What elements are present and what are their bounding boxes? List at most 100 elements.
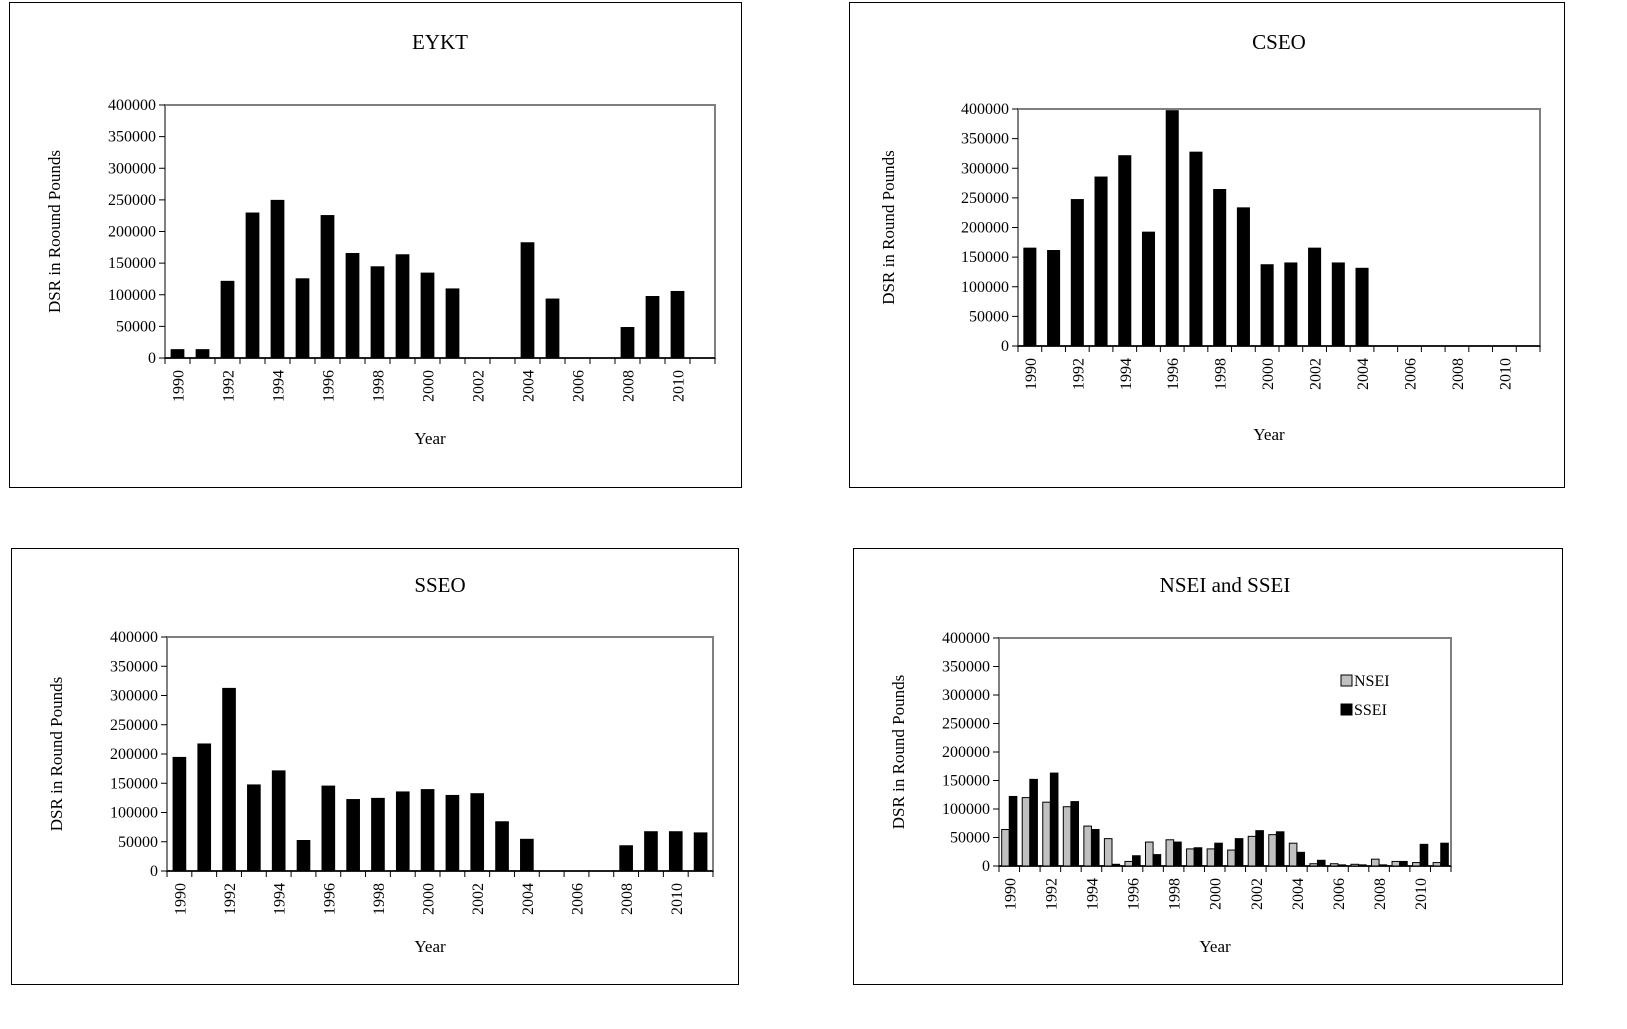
x-tick-label: 1996 bbox=[1165, 358, 1182, 390]
y-tick-label: 0 bbox=[150, 863, 158, 880]
chart-title: NSEI and SSEI bbox=[1160, 573, 1291, 597]
bar-ssei-2003 bbox=[1275, 831, 1285, 867]
x-tick-label: 2000 bbox=[421, 883, 438, 915]
chart-title: SSEO bbox=[414, 573, 465, 597]
bar-value-2003 bbox=[495, 821, 509, 871]
bar-ssei-1997 bbox=[1152, 854, 1162, 867]
y-tick-label: 150000 bbox=[961, 249, 1009, 266]
bar-value-1990 bbox=[172, 756, 187, 871]
bar-value-1997 bbox=[345, 253, 360, 358]
y-tick-label: 200000 bbox=[108, 224, 156, 241]
legend-label-ssei: SSEI bbox=[1354, 702, 1387, 719]
bar-nsei-1998 bbox=[1165, 839, 1175, 867]
bar-ssei-2007 bbox=[1358, 864, 1367, 867]
y-tick-label: 300000 bbox=[110, 688, 158, 705]
x-tick-label: 2002 bbox=[471, 370, 488, 402]
x-tick-label: 2000 bbox=[1208, 878, 1225, 910]
nsei-ssei-chart-panel: NSEI and SSEI 400000 350000 300000 250000 200… bbox=[853, 548, 1563, 985]
bar-value-2004 bbox=[520, 242, 535, 358]
bar-nsei-2000 bbox=[1206, 848, 1216, 867]
y-tick-label: 100000 bbox=[108, 287, 156, 304]
bar-value-1990 bbox=[1023, 247, 1037, 346]
x-tick-label: 1994 bbox=[271, 370, 288, 402]
bar-value-2010 bbox=[668, 831, 683, 871]
y-tick-label: 0 bbox=[148, 350, 156, 367]
y-tick-label: 200000 bbox=[961, 220, 1009, 237]
bar-ssei-2011 bbox=[1440, 842, 1449, 867]
x-tick-label: 2004 bbox=[521, 370, 538, 402]
bar-ssei-1990 bbox=[1008, 795, 1018, 867]
eykt-chart-panel: EYKT 400000 350000 300000 250000 200000 150000… bbox=[9, 2, 742, 488]
bar-value-1991 bbox=[197, 743, 212, 871]
bar-value-1993 bbox=[247, 784, 261, 871]
y-tick-label: 150000 bbox=[108, 255, 156, 272]
bar-nsei-1993 bbox=[1062, 806, 1072, 867]
bar-nsei-1996 bbox=[1124, 860, 1134, 867]
y-tick-label: 300000 bbox=[942, 687, 990, 704]
y-tick-label: 0 bbox=[982, 858, 990, 875]
x-tick-label: 1994 bbox=[1118, 358, 1135, 390]
y-axis-label: DSR in Round Pounds bbox=[47, 677, 66, 831]
y-tick-label: 100000 bbox=[110, 805, 158, 822]
y-tick-label: 300000 bbox=[108, 160, 156, 177]
bar-nsei-1991 bbox=[1021, 797, 1031, 867]
bar-value-1996 bbox=[321, 785, 336, 871]
bar-nsei-2008 bbox=[1370, 858, 1380, 867]
x-tick-label: 2010 bbox=[669, 883, 686, 915]
bar-ssei-2004 bbox=[1296, 851, 1306, 867]
bar-nsei-2005 bbox=[1309, 863, 1318, 867]
bar-value-1997 bbox=[346, 799, 360, 871]
bar-ssei-2006 bbox=[1337, 864, 1347, 867]
bar-nsei-1994 bbox=[1083, 825, 1092, 867]
bar-nsei-1995 bbox=[1103, 838, 1113, 867]
bar-value-1994 bbox=[1118, 155, 1132, 346]
bar-value-2008 bbox=[620, 327, 635, 358]
x-tick-label: 2010 bbox=[1413, 878, 1430, 910]
y-tick-label: 250000 bbox=[942, 716, 990, 733]
bar-ssei-1999 bbox=[1193, 847, 1203, 867]
bar-nsei-1999 bbox=[1186, 848, 1195, 867]
legend-label-nsei: NSEI bbox=[1354, 673, 1390, 690]
bar-value-1992 bbox=[1070, 199, 1084, 346]
y-tick-label: 50000 bbox=[118, 834, 158, 851]
bar-nsei-2010 bbox=[1412, 862, 1421, 867]
bar-value-1990 bbox=[170, 349, 185, 358]
y-tick-label: 400000 bbox=[110, 629, 158, 646]
sseo-chart: SSEO 400000 350000 300000 250000 200000 150000… bbox=[47, 573, 714, 956]
bar-value-1996 bbox=[320, 215, 335, 358]
x-axis-label: Year bbox=[414, 937, 446, 956]
bar-value-1998 bbox=[1213, 188, 1227, 346]
nsei-ssei-chart: NSEI and SSEI 400000 350000 300000 250000 200… bbox=[889, 573, 1452, 956]
y-tick-label: 400000 bbox=[108, 97, 156, 114]
bar-value-2008 bbox=[619, 845, 633, 871]
y-tick-label: 250000 bbox=[110, 717, 158, 734]
bar-value-1991 bbox=[195, 349, 210, 358]
y-tick-label: 400000 bbox=[942, 630, 990, 647]
bar-ssei-2010 bbox=[1419, 843, 1429, 867]
x-tick-label: 1990 bbox=[171, 370, 188, 402]
bar-ssei-1992 bbox=[1049, 772, 1059, 867]
bar-nsei-2006 bbox=[1329, 863, 1339, 867]
bar-value-1994 bbox=[271, 770, 286, 871]
y-tick-label: 300000 bbox=[961, 160, 1009, 177]
bar-ssei-1994 bbox=[1090, 829, 1100, 867]
x-tick-label: 1990 bbox=[172, 883, 189, 915]
y-tick-label: 350000 bbox=[108, 129, 156, 146]
x-tick-label: 2006 bbox=[571, 370, 588, 402]
bar-ssei-2002 bbox=[1255, 830, 1264, 867]
x-tick-label: 1992 bbox=[222, 883, 239, 915]
x-tick-label: 2002 bbox=[470, 883, 487, 915]
legend-swatch-ssei bbox=[1340, 703, 1353, 716]
x-tick-label: 1996 bbox=[1126, 878, 1143, 910]
bar-value-2002 bbox=[470, 793, 485, 871]
x-tick-label: 1994 bbox=[272, 883, 289, 915]
x-tick-label: 2010 bbox=[671, 370, 688, 402]
bar-value-1993 bbox=[1094, 176, 1108, 346]
bar-value-1999 bbox=[395, 254, 410, 358]
bar-ssei-2001 bbox=[1234, 838, 1244, 867]
x-axis-label: Year bbox=[414, 429, 446, 448]
x-tick-label: 2002 bbox=[1308, 358, 1325, 390]
bar-value-2000 bbox=[1260, 264, 1274, 346]
bar-ssei-1995 bbox=[1111, 863, 1121, 867]
y-tick-label: 200000 bbox=[110, 746, 158, 763]
